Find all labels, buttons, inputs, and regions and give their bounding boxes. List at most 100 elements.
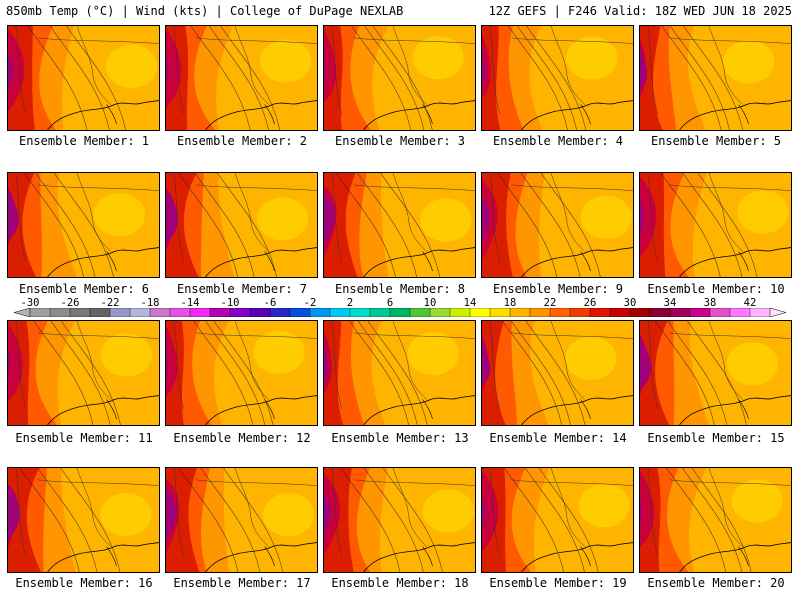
color-legend-swatch — [169, 308, 191, 317]
ensemble-member-map — [639, 25, 792, 131]
ensemble-member-caption: Ensemble Member: 3 — [334, 134, 466, 148]
color-legend-tick-label: 2 — [346, 297, 354, 309]
color-legend-tick-label: -30 — [20, 297, 40, 309]
ensemble-member-caption: Ensemble Member: 10 — [647, 282, 785, 296]
ensemble-member-caption: Ensemble Member: 16 — [15, 576, 153, 590]
color-legend-right-arrow — [769, 308, 786, 317]
color-legend-swatch — [209, 308, 231, 317]
color-legend-swatch — [49, 308, 71, 317]
color-legend-swatch — [189, 308, 211, 317]
ensemble-member-caption: Ensemble Member: 5 — [650, 134, 782, 148]
color-legend-swatch — [429, 308, 451, 317]
color-legend-labels: -30 -26 -22 -18 -14 -10 -6 -2 2 6 10 14 18 22 26 30 34 38… — [14, 297, 786, 309]
color-legend-swatch — [129, 308, 151, 317]
ensemble-member-map — [639, 320, 792, 426]
ensemble-member-map — [7, 25, 160, 131]
ensemble-member-caption: Ensemble Member: 20 — [647, 576, 785, 590]
color-legend-swatch — [609, 308, 631, 317]
color-legend-tick-label: 10 — [423, 297, 437, 309]
color-legend-tick-label: 14 — [463, 297, 477, 309]
color-legend: -30 -26 -22 -18 -14 -10 -6 -2 2 6 10 14 18 22 26 30 34 38… — [14, 297, 786, 319]
color-legend-tick-label: -14 — [180, 297, 200, 309]
ensemble-member-caption: Ensemble Member: 4 — [492, 134, 624, 148]
ensemble-member-map — [165, 467, 318, 573]
ensemble-member-caption: Ensemble Member: 1 — [18, 134, 150, 148]
ensemble-member-map — [323, 25, 476, 131]
color-legend-swatch — [549, 308, 571, 317]
color-legend-swatch — [729, 308, 751, 317]
color-legend-swatch — [689, 308, 711, 317]
color-legend-tick-label: -6 — [263, 297, 277, 309]
color-legend-tick-label: 18 — [503, 297, 517, 309]
ensemble-member-caption: Ensemble Member: 2 — [176, 134, 308, 148]
run-info: 12Z GEFS | F246 Valid: 18Z WED JUN 18 20… — [488, 4, 792, 18]
color-legend-tick-label: -10 — [220, 297, 240, 309]
ensemble-member-map — [165, 320, 318, 426]
ensemble-member-map — [639, 172, 792, 278]
chart-title: 850mb Temp (°C) | Wind (kts) | College o… — [6, 4, 404, 18]
ensemble-member-map — [481, 467, 634, 573]
color-legend-swatch — [489, 308, 511, 317]
ensemble-member-caption: Ensemble Member: 19 — [489, 576, 627, 590]
ensemble-member-map — [165, 25, 318, 131]
color-legend-swatch — [349, 308, 371, 317]
ensemble-member-map — [323, 172, 476, 278]
color-legend-swatch — [649, 308, 671, 317]
color-legend-tick-label: 26 — [583, 297, 597, 309]
color-legend-swatch — [629, 308, 651, 317]
ensemble-member-caption: Ensemble Member: 8 — [334, 282, 466, 296]
color-legend-tick-label: 34 — [663, 297, 677, 309]
color-legend-tick-label: -26 — [60, 297, 80, 309]
color-legend-swatch — [109, 308, 131, 317]
color-legend-swatch — [29, 308, 51, 317]
color-legend-left-arrow — [14, 308, 31, 317]
color-legend-swatch — [249, 308, 271, 317]
ensemble-member-caption: Ensemble Member: 14 — [489, 431, 627, 445]
ensemble-member-map — [323, 320, 476, 426]
color-legend-swatch — [749, 308, 771, 317]
color-legend-swatch — [589, 308, 611, 317]
ensemble-member-caption: Ensemble Member: 15 — [647, 431, 785, 445]
color-legend-swatch — [449, 308, 471, 317]
ensemble-member-map — [639, 467, 792, 573]
color-legend-tick-label: 42 — [743, 297, 757, 309]
color-legend-swatch — [229, 308, 251, 317]
ensemble-member-map — [7, 320, 160, 426]
color-legend-swatch — [469, 308, 491, 317]
ensemble-member-caption: Ensemble Member: 12 — [173, 431, 311, 445]
color-legend-swatch — [529, 308, 551, 317]
ensemble-member-map — [481, 320, 634, 426]
ensemble-member-caption: Ensemble Member: 13 — [331, 431, 469, 445]
color-legend-swatch — [509, 308, 531, 317]
color-legend-tick-label: -22 — [100, 297, 120, 309]
color-legend-tick-label: 6 — [386, 297, 394, 309]
color-legend-swatch — [289, 308, 311, 317]
color-legend-swatch — [309, 308, 331, 317]
color-legend-swatch — [149, 308, 171, 317]
ensemble-member-map — [481, 172, 634, 278]
color-legend-tick-label: 38 — [703, 297, 717, 309]
ensemble-member-caption: Ensemble Member: 18 — [331, 576, 469, 590]
color-legend-swatch — [669, 308, 691, 317]
color-legend-swatch — [369, 308, 391, 317]
ensemble-member-map — [323, 467, 476, 573]
ensemble-member-caption: Ensemble Member: 11 — [15, 431, 153, 445]
ensemble-member-caption: Ensemble Member: 17 — [173, 576, 311, 590]
color-legend-bar — [14, 308, 786, 317]
ensemble-member-caption: Ensemble Member: 7 — [176, 282, 308, 296]
color-legend-swatch — [329, 308, 351, 317]
color-legend-swatch — [709, 308, 731, 317]
ensemble-member-caption: Ensemble Member: 6 — [18, 282, 150, 296]
color-legend-swatch — [569, 308, 591, 317]
color-legend-tick-label: 30 — [623, 297, 637, 309]
color-legend-swatch — [389, 308, 411, 317]
ensemble-member-map — [165, 172, 318, 278]
ensemble-member-map — [7, 467, 160, 573]
color-legend-swatch — [69, 308, 91, 317]
color-legend-tick-label: -18 — [140, 297, 160, 309]
color-legend-swatch — [269, 308, 291, 317]
color-legend-tick-label: -2 — [303, 297, 317, 309]
color-legend-swatch — [89, 308, 111, 317]
color-legend-tick-label: 22 — [543, 297, 557, 309]
